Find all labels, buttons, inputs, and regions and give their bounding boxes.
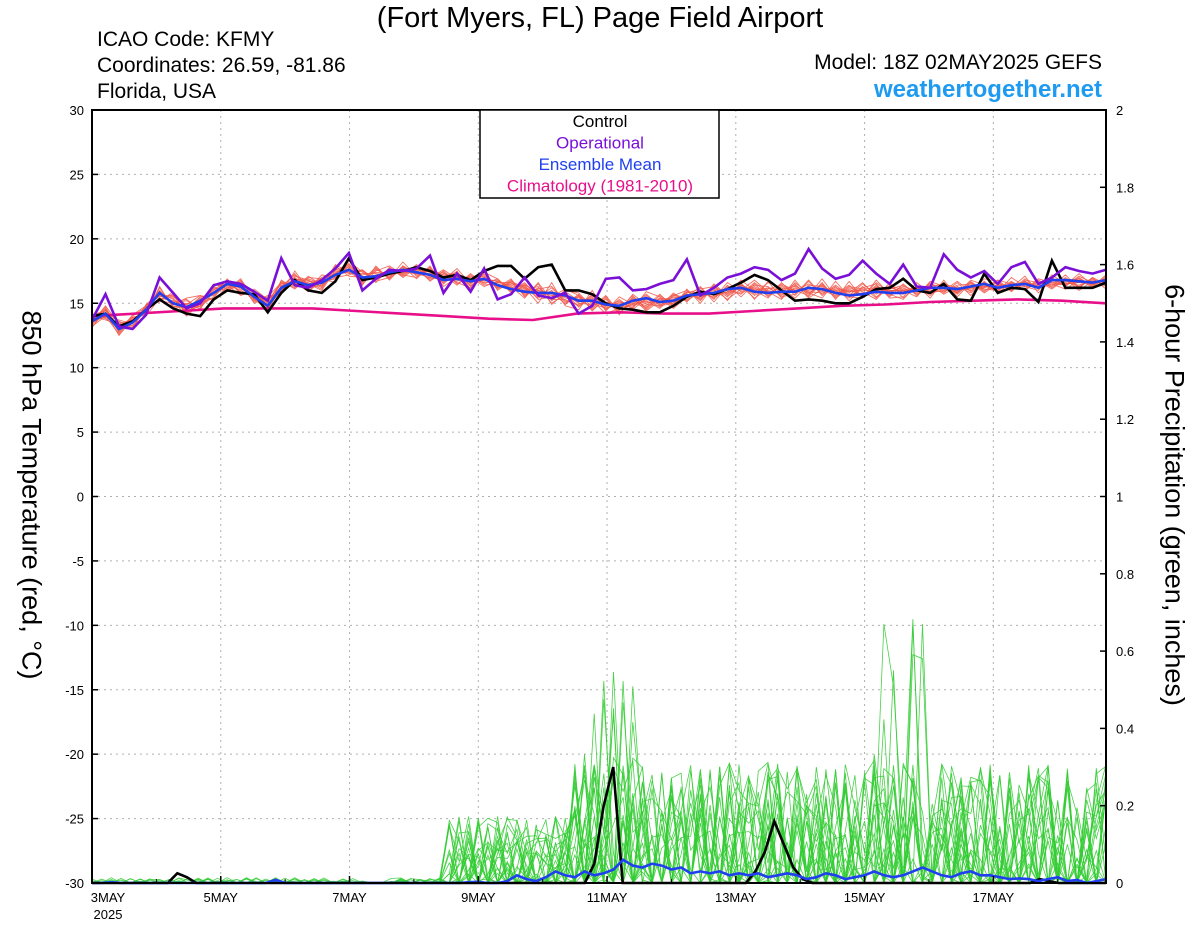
y-tick-label: 30: [70, 103, 84, 118]
temp-member-line: [91, 266, 1107, 330]
legend-entry: Operational: [556, 134, 644, 153]
precip-members: [91, 619, 1107, 885]
y-tick-label: 15: [70, 296, 84, 311]
model-run: Model: 18Z 02MAY2025 GEFS: [814, 51, 1102, 74]
y2-tick-label: 0.2: [1116, 799, 1134, 814]
x-tick-label: 17MAY: [972, 890, 1014, 905]
y2-tick-label: 1.8: [1116, 180, 1134, 195]
coordinates: Coordinates: 26.59, -81.86: [97, 54, 346, 77]
legend-entry: Climatology (1981-2010): [507, 177, 693, 196]
legend: Control Operational Ensemble Mean Climatolo…: [479, 109, 720, 199]
legend-entry: Ensemble Mean: [539, 155, 662, 174]
grid: [92, 110, 1106, 883]
y2-tick-label: 1.6: [1116, 258, 1134, 273]
y-tick-label: -10: [65, 618, 84, 633]
y2-tick-label: 0.8: [1116, 567, 1134, 582]
legend-entry: Control: [573, 112, 628, 131]
region: Florida, USA: [97, 80, 217, 103]
y-tick-label: -30: [65, 876, 84, 891]
precip-member-line: [92, 625, 1106, 885]
x-tick-label: 7MAY: [332, 890, 367, 905]
temp-operational-line: [90, 246, 1107, 331]
y-tick-label: 25: [70, 167, 84, 182]
y-tick-label: 5: [77, 425, 84, 440]
y2-tick-label: 1: [1116, 490, 1123, 505]
x-tick-sublabel: 2025: [94, 907, 123, 922]
x-tick-label: 11MAY: [587, 890, 628, 905]
y2-tick-label: 1.2: [1116, 412, 1134, 427]
climatology-line: [91, 298, 1107, 322]
y-tick-label: -5: [72, 554, 84, 569]
y2-tick-label: 0: [1116, 876, 1123, 891]
legend-box: [479, 109, 720, 199]
x-tick-label: 13MAY: [715, 890, 757, 905]
y2-tick-label: 2: [1116, 103, 1123, 118]
y-tick-label: -25: [65, 812, 84, 827]
x-tick-label: 3MAY: [91, 890, 126, 905]
y2-tick-label: 0.6: [1116, 644, 1134, 659]
icao-code: ICAO Code: KFMY: [97, 28, 275, 51]
y-tick-label: 20: [70, 232, 84, 247]
y2-tick-label: 1.4: [1116, 335, 1134, 350]
y-tick-label: -20: [65, 747, 84, 762]
plot-frame: [91, 109, 1107, 884]
x-tick-label: 5MAY: [204, 890, 239, 905]
y-tick-label: 10: [70, 361, 84, 376]
y-tick-label: 0: [77, 490, 84, 505]
chart-title: (Fort Myers, FL) Page Field Airport: [376, 2, 824, 34]
temp-mean-line: [91, 268, 1107, 331]
x-tick-label: 15MAY: [844, 890, 886, 905]
x-tick-label: 9MAY: [461, 890, 496, 905]
y2-tick-label: 0.4: [1116, 721, 1134, 736]
axis-ticks: 302520151050-5-10-15-20-25-3021.81.61.41…: [65, 103, 1134, 922]
site-link[interactable]: weathertogether.net: [873, 76, 1102, 103]
y-tick-label: -15: [65, 683, 84, 698]
